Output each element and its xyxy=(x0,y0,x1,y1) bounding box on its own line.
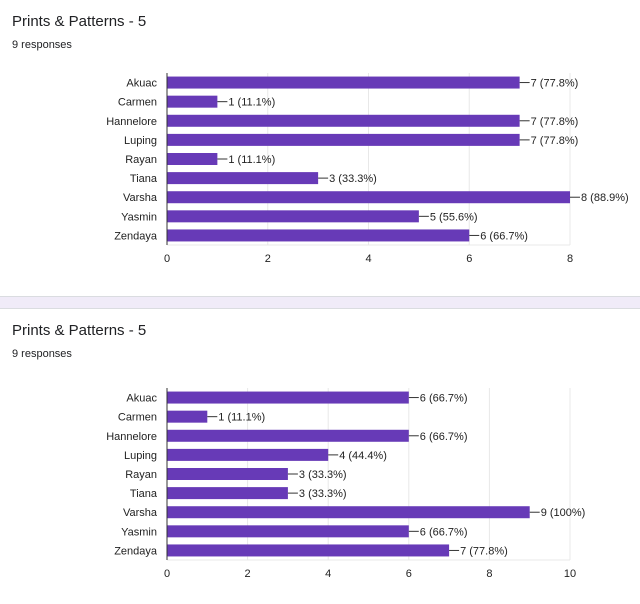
x-tick-label: 0 xyxy=(164,568,170,580)
chart-card-1: Prints & Patterns - 5 9 responses Akuac 7… xyxy=(0,0,640,297)
x-tick-label: 2 xyxy=(245,568,251,580)
x-tick-label: 8 xyxy=(567,253,573,265)
x-tick-label: 4 xyxy=(365,253,371,265)
category-label: Carmen xyxy=(118,97,157,109)
bar xyxy=(167,210,419,223)
value-label: 6 (66.7%) xyxy=(420,526,468,538)
value-label: 1 (11.1%) xyxy=(228,97,275,109)
bar xyxy=(167,229,470,242)
value-label: 7 (77.8%) xyxy=(531,116,579,128)
category-label: Rayan xyxy=(125,469,157,481)
x-tick-label: 10 xyxy=(564,568,576,580)
chart-card-2: Prints & Patterns - 5 9 responses Akuac 6… xyxy=(0,308,640,604)
value-label: 7 (77.8%) xyxy=(531,135,579,147)
x-tick-label: 0 xyxy=(164,253,170,265)
value-label: 7 (77.8%) xyxy=(531,78,579,90)
category-label: Tiana xyxy=(130,488,158,500)
category-label: Yasmin xyxy=(121,211,157,223)
category-label: Hannelore xyxy=(106,431,157,443)
category-label: Carmen xyxy=(118,412,157,424)
bar xyxy=(167,468,288,480)
value-label: 7 (77.8%) xyxy=(460,545,508,557)
x-tick-label: 6 xyxy=(466,253,472,265)
value-label: 3 (33.3%) xyxy=(299,488,347,500)
value-label: 6 (66.7%) xyxy=(480,230,528,242)
value-label: 6 (66.7%) xyxy=(420,431,468,443)
bar-chart: Akuac 7 (77.8%) Carmen 1 (11.1%) Hannelore 7 … xyxy=(106,73,629,265)
response-count: 9 responses xyxy=(12,348,72,360)
category-label: Varsha xyxy=(123,192,158,204)
value-label: 9 (100%) xyxy=(541,507,586,519)
x-tick-label: 8 xyxy=(486,568,492,580)
category-label: Luping xyxy=(124,135,157,147)
bar xyxy=(167,506,530,519)
x-tick-label: 4 xyxy=(325,568,331,580)
category-label: Akuac xyxy=(126,78,157,90)
bar xyxy=(167,133,520,146)
value-label: 1 (11.1%) xyxy=(228,154,275,166)
category-label: Varsha xyxy=(123,507,158,519)
response-count: 9 responses xyxy=(12,39,72,51)
bar xyxy=(167,172,319,185)
bar xyxy=(167,544,450,557)
category-label: Akuac xyxy=(126,393,157,405)
x-tick-label: 2 xyxy=(265,253,271,265)
bar xyxy=(167,487,288,500)
bar xyxy=(167,410,208,423)
chart-title: Prints & Patterns - 5 xyxy=(12,322,147,339)
category-label: Tiana xyxy=(130,173,158,185)
value-label: 5 (55.6%) xyxy=(430,211,478,223)
category-label: Luping xyxy=(124,450,157,462)
bar xyxy=(167,191,570,204)
bar xyxy=(167,95,218,108)
bar xyxy=(167,76,520,89)
category-label: Hannelore xyxy=(106,116,157,128)
chart-title: Prints & Patterns - 5 xyxy=(12,13,147,30)
bar xyxy=(167,448,329,461)
bar xyxy=(167,429,409,442)
bar-chart: Akuac 6 (66.7%) Carmen 1 (11.1%) Hannelore 6 … xyxy=(106,388,586,580)
x-tick-label: 6 xyxy=(406,568,412,580)
bar xyxy=(167,525,409,538)
category-label: Rayan xyxy=(125,154,157,166)
bar xyxy=(167,153,218,165)
bar xyxy=(167,391,409,404)
category-label: Zendaya xyxy=(114,230,158,242)
value-label: 6 (66.7%) xyxy=(420,393,468,405)
value-label: 4 (44.4%) xyxy=(339,450,387,462)
category-label: Zendaya xyxy=(114,545,158,557)
value-label: 8 (88.9%) xyxy=(581,192,629,204)
value-label: 1 (11.1%) xyxy=(218,412,265,424)
category-label: Yasmin xyxy=(121,526,157,538)
bar xyxy=(167,114,520,127)
value-label: 3 (33.3%) xyxy=(329,173,377,185)
value-label: 3 (33.3%) xyxy=(299,469,347,481)
